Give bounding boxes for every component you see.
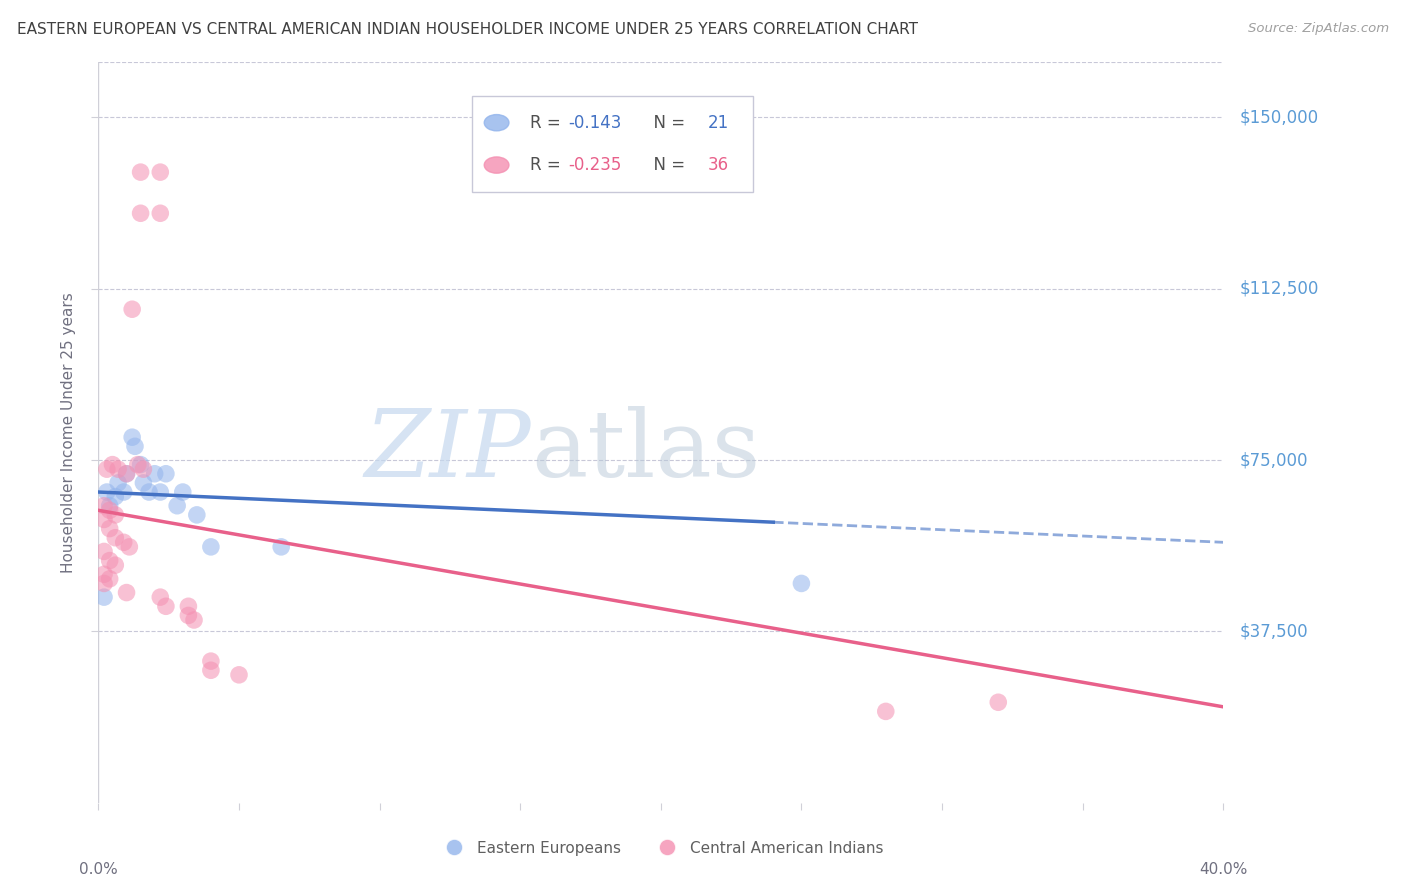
Text: $112,500: $112,500 [1240, 280, 1319, 298]
Point [115, 467, 138, 481]
Point [200, 663, 222, 677]
Point [98, 553, 121, 567]
Point [115, 585, 138, 599]
Point [177, 599, 200, 614]
Text: N =: N = [643, 156, 690, 174]
Text: EASTERN EUROPEAN VS CENTRAL AMERICAN INDIAN HOUSEHOLDER INCOME UNDER 25 YEARS CO: EASTERN EUROPEAN VS CENTRAL AMERICAN IND… [17, 22, 918, 37]
Point [129, 458, 152, 472]
Point [138, 485, 160, 500]
Point [96, 485, 118, 500]
Point [149, 165, 172, 179]
Point [790, 576, 813, 591]
Point [166, 499, 188, 513]
Point [93, 576, 115, 591]
Point [96, 462, 118, 476]
Point [200, 540, 222, 554]
Text: $37,500: $37,500 [1240, 623, 1309, 640]
Text: -0.143: -0.143 [568, 113, 621, 132]
Point [228, 668, 250, 682]
Text: $150,000: $150,000 [1240, 108, 1319, 127]
Point [987, 695, 1010, 709]
Point [93, 590, 115, 604]
Point [149, 590, 172, 604]
Point [149, 206, 172, 220]
Text: 0.0%: 0.0% [79, 863, 118, 877]
Text: 40.0%: 40.0% [1199, 863, 1247, 877]
Point [129, 165, 152, 179]
Point [143, 467, 166, 481]
Text: 36: 36 [709, 156, 730, 174]
Point [129, 206, 152, 220]
Point [93, 512, 115, 526]
Point [93, 567, 115, 582]
Point [155, 467, 177, 481]
Point [177, 608, 200, 623]
Text: ZIP: ZIP [364, 406, 531, 496]
Point [112, 485, 135, 500]
Text: $75,000: $75,000 [1240, 451, 1309, 469]
Point [115, 467, 138, 481]
Point [98, 503, 121, 517]
Point [104, 490, 127, 504]
Text: -0.235: -0.235 [568, 156, 621, 174]
Point [107, 475, 129, 490]
Circle shape [484, 157, 509, 173]
Point [183, 613, 205, 627]
Point [107, 462, 129, 476]
Point [149, 485, 172, 500]
Point [121, 430, 143, 444]
FancyBboxPatch shape [472, 95, 754, 192]
Point [104, 558, 127, 573]
Point [93, 499, 115, 513]
Point [121, 302, 143, 317]
Text: R =: R = [530, 113, 567, 132]
Point [172, 485, 194, 500]
Text: R =: R = [530, 156, 567, 174]
Point [118, 540, 141, 554]
Point [124, 439, 146, 453]
Text: Source: ZipAtlas.com: Source: ZipAtlas.com [1249, 22, 1389, 36]
Y-axis label: Householder Income Under 25 years: Householder Income Under 25 years [60, 293, 76, 573]
Point [155, 599, 177, 614]
Point [200, 654, 222, 668]
Circle shape [484, 114, 509, 131]
Point [104, 508, 127, 522]
Point [98, 572, 121, 586]
Point [132, 475, 155, 490]
Text: 21: 21 [709, 113, 730, 132]
Point [270, 540, 292, 554]
Point [98, 522, 121, 536]
Point [104, 531, 127, 545]
Point [186, 508, 208, 522]
Point [93, 544, 115, 558]
Text: N =: N = [643, 113, 690, 132]
Point [98, 499, 121, 513]
Point [875, 705, 897, 719]
Point [132, 462, 155, 476]
Legend: Eastern Europeans, Central American Indians: Eastern Europeans, Central American Indi… [433, 835, 889, 862]
Point [101, 458, 124, 472]
Point [127, 458, 149, 472]
Text: atlas: atlas [531, 406, 761, 496]
Point [112, 535, 135, 549]
